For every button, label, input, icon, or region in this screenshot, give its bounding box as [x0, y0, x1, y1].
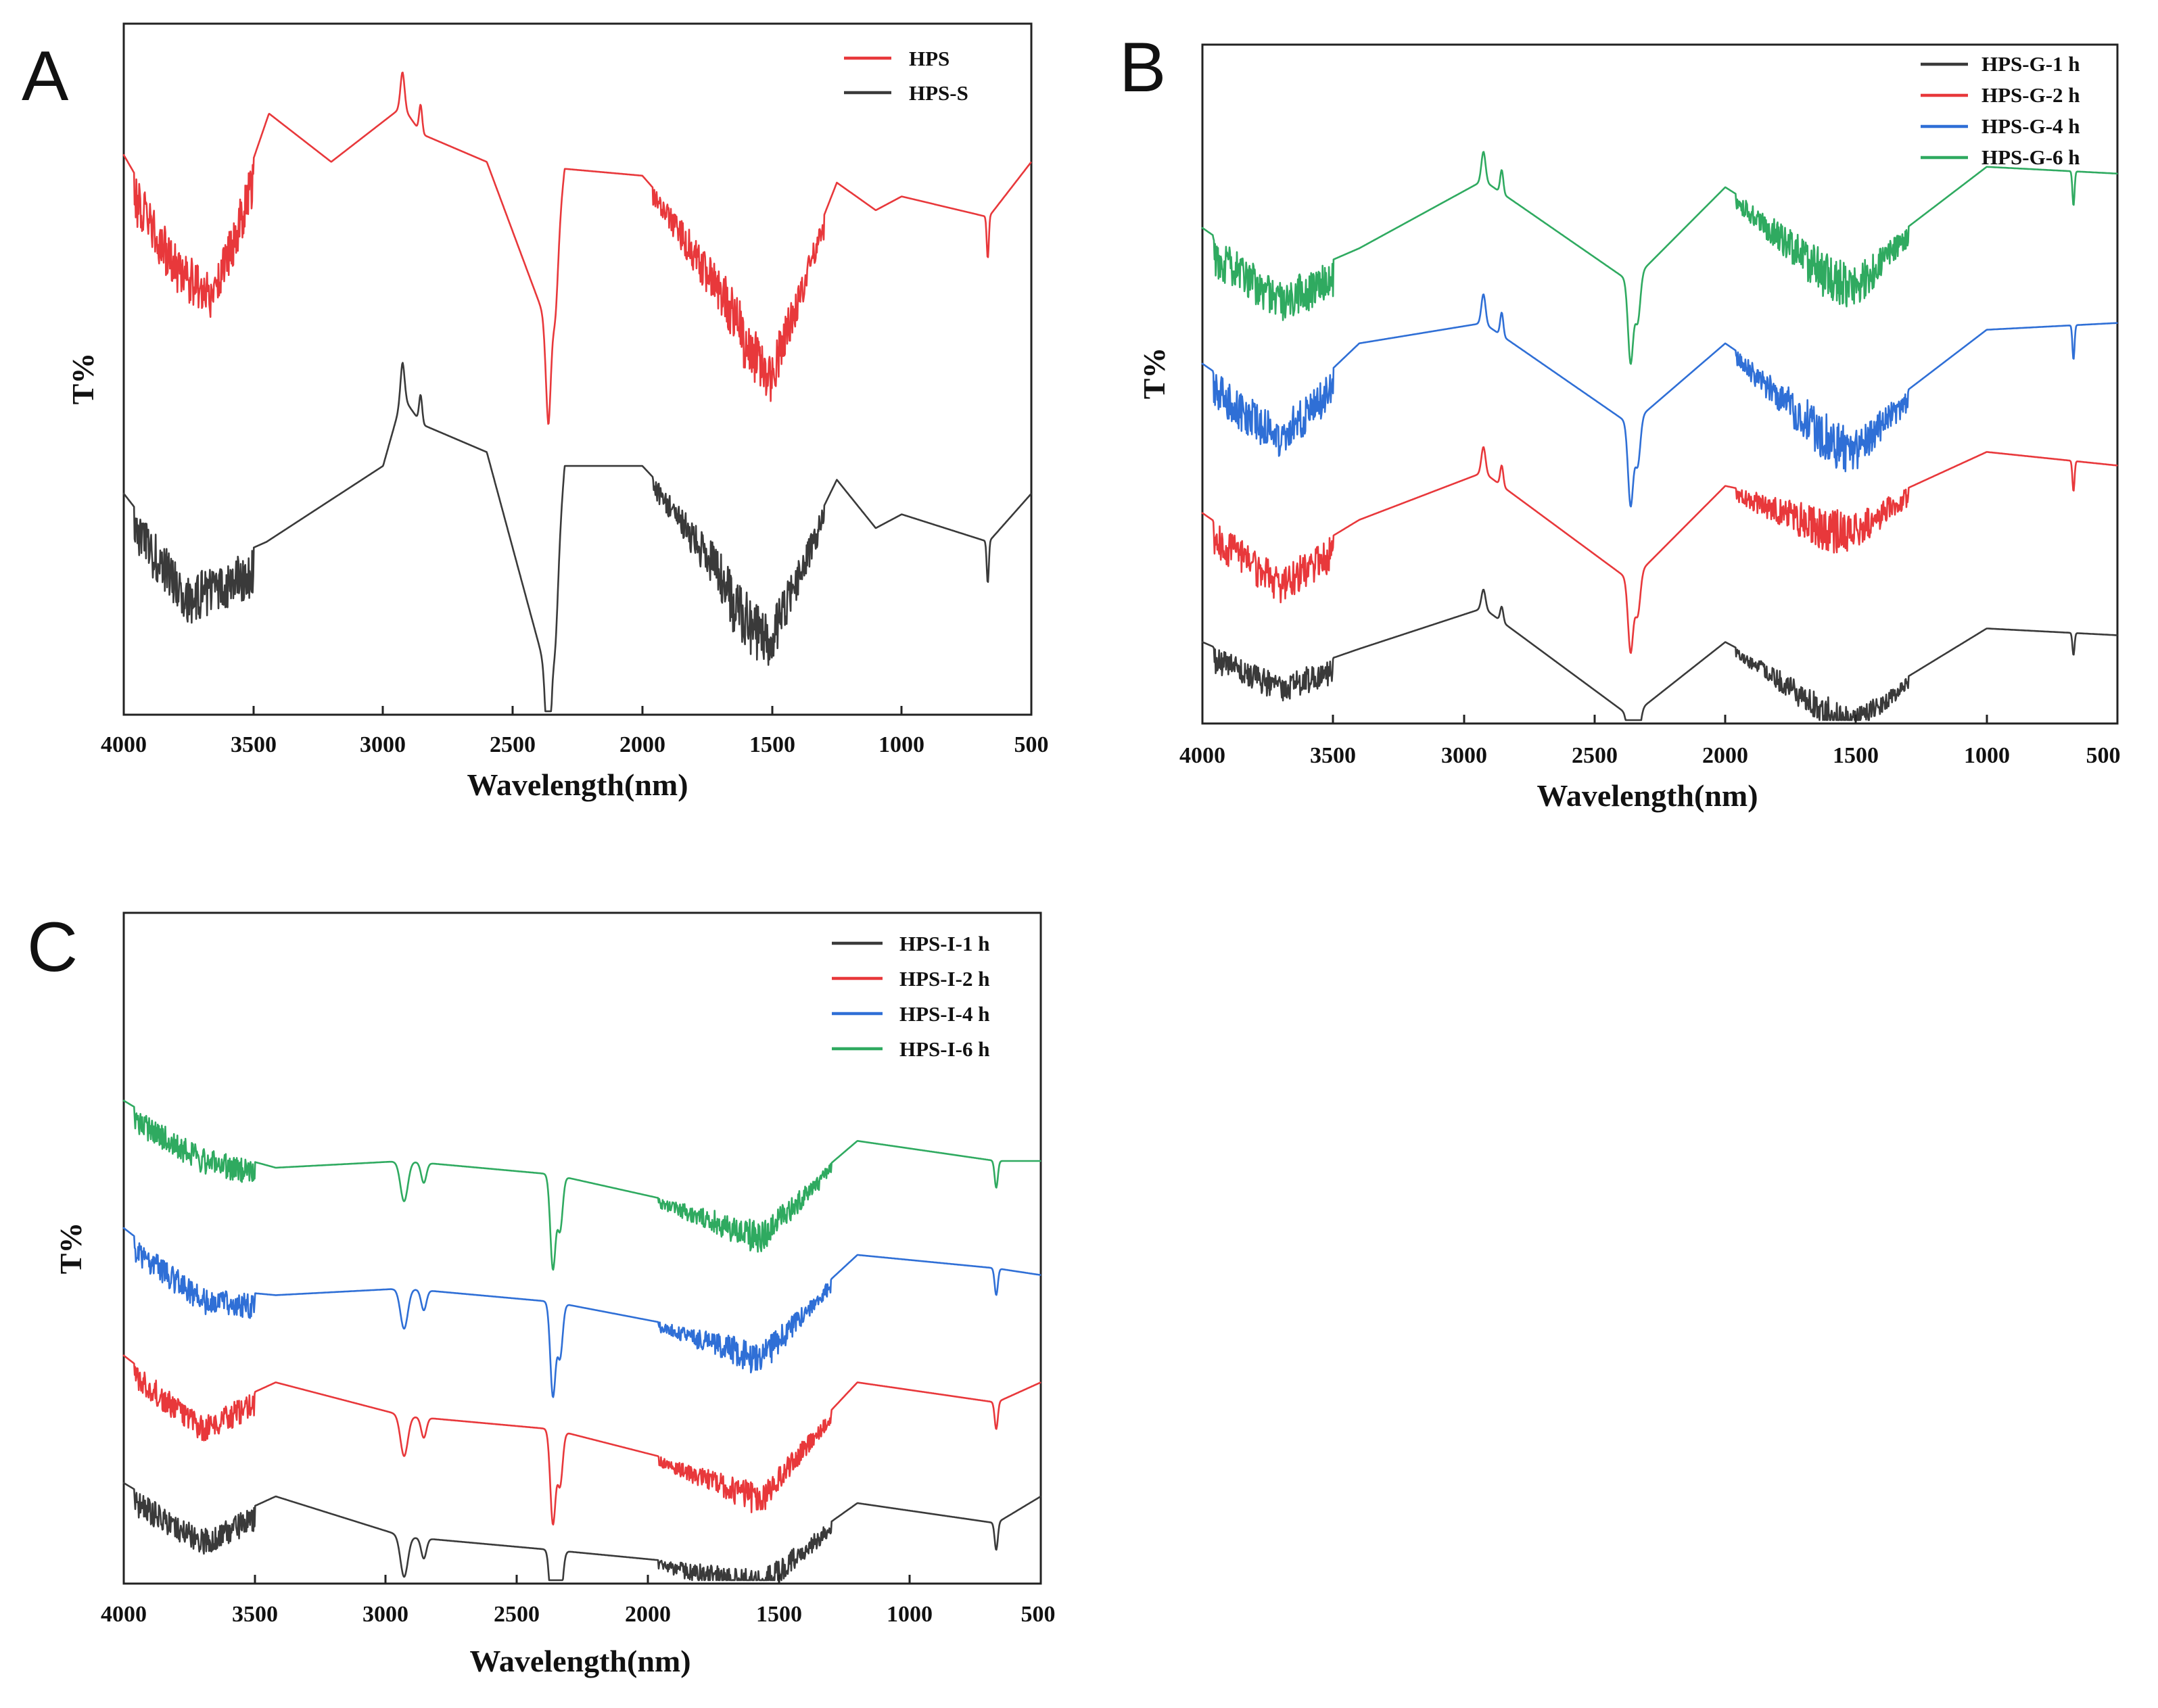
panel-a-tick-label: 1500 [749, 732, 795, 757]
panel-b-x-ticks [1201, 715, 2119, 723]
panel-a-series-layer [122, 71, 1032, 713]
legend-label-hps-i-1h: HPS-I-1 h [899, 932, 990, 955]
panel-a-x-ticks [122, 706, 1033, 715]
panel-a-tick-label: 3000 [360, 732, 406, 757]
panel-b-x-tick-labels: 4000 3500 3000 2500 2000 1500 1000 500 [1179, 743, 2121, 768]
panel-b-tick-label: 500 [2086, 743, 2121, 768]
legend-label-hps: HPS [909, 47, 949, 70]
panel-c-legend: HPS-I-1 h HPS-I-2 h HPS-I-4 h HPS-I-6 h [832, 932, 990, 1061]
series-line-hps-i-4-h [122, 1227, 1041, 1398]
legend-label-hps-s: HPS-S [909, 81, 968, 105]
panel-c-tick-label: 500 [1021, 1602, 1056, 1627]
panel-c-tick-label: 1000 [887, 1602, 933, 1627]
panel-b-tick-label: 3500 [1310, 743, 1356, 768]
series-line-hps [122, 71, 1032, 425]
panel-b-tick-label: 2500 [1572, 743, 1618, 768]
series-line-hps-g-4-h [1201, 293, 2118, 508]
panel-b-tick-label: 1500 [1833, 743, 1879, 768]
series-line-hps-i-2-h [122, 1354, 1041, 1526]
legend-label-hps-i-6h: HPS-I-6 h [899, 1037, 990, 1061]
series-line-hps-i-6-h [122, 1099, 1041, 1271]
panel-b-plot-frame [1201, 43, 2119, 725]
panel-a-letter: A [22, 37, 69, 116]
panel-c-tick-label: 1500 [756, 1602, 802, 1627]
panel-c-x-axis-title: Wavelength(nm) [469, 1644, 690, 1678]
panel-a-legend: HPS HPS-S [844, 47, 968, 105]
panel-c-y-axis-title: T% [53, 1223, 88, 1275]
legend-label-hps-g-2h: HPS-G-2 h [1981, 83, 2080, 107]
panel-a-plot-frame [122, 22, 1033, 716]
panel-a-tick-label: 1000 [878, 732, 924, 757]
series-line-hps-g-6-h [1201, 151, 2118, 365]
legend-label-hps-i-4h: HPS-I-4 h [899, 1002, 990, 1026]
panel-b: B 4000 3500 3000 2500 2000 1500 1000 500… [1119, 28, 2121, 813]
panel-a-tick-label: 500 [1014, 732, 1049, 757]
panel-c-plot-frame [122, 911, 1042, 1585]
panel-b-tick-label: 4000 [1179, 743, 1225, 768]
series-line-hps-g-2-h [1201, 446, 2118, 654]
panel-c-series-layer [122, 1099, 1041, 1582]
panel-c-tick-label: 4000 [101, 1602, 147, 1627]
panel-b-tick-label: 2000 [1702, 743, 1748, 768]
panel-a-tick-label: 2500 [490, 732, 536, 757]
panel-a-tick-label: 3500 [231, 732, 277, 757]
panel-c-tick-label: 2500 [494, 1602, 540, 1627]
panel-a-y-axis-title: T% [66, 353, 100, 405]
panel-b-x-axis-title: Wavelength(nm) [1537, 778, 1758, 813]
series-line-hps-i-1-h [122, 1481, 1041, 1582]
legend-label-hps-i-2h: HPS-I-2 h [899, 967, 990, 991]
panel-b-y-axis-title: T% [1137, 348, 1171, 400]
panel-a-x-tick-labels: 4000 3500 3000 2500 2000 1500 1000 500 [101, 732, 1049, 757]
legend-label-hps-g-4h: HPS-G-4 h [1981, 114, 2080, 138]
panel-c-tick-label: 2000 [625, 1602, 671, 1627]
panel-c-letter: C [27, 908, 78, 987]
panel-a-tick-label: 2000 [619, 732, 665, 757]
legend-label-hps-g-6h: HPS-G-6 h [1981, 145, 2080, 169]
panel-b-series-layer [1201, 151, 2118, 721]
panel-c-x-tick-labels: 4000 3500 3000 2500 2000 1500 1000 500 [101, 1602, 1056, 1627]
panel-c: C 4000 3500 3000 2500 2000 1500 1000 500… [27, 908, 1056, 1678]
panel-a-tick-label: 4000 [101, 732, 147, 757]
panel-c-tick-label: 3000 [362, 1602, 408, 1627]
panel-b-tick-label: 3000 [1441, 743, 1487, 768]
panel-b-letter: B [1119, 28, 1166, 107]
panel-a: A 4000 3500 3000 2500 2000 1500 1000 500… [22, 22, 1049, 802]
series-line-hps-g-1-h [1201, 588, 2118, 721]
panel-b-legend: HPS-G-1 h HPS-G-2 h HPS-G-4 h HPS-G-6 h [1921, 52, 2080, 169]
panel-c-tick-label: 3500 [232, 1602, 278, 1627]
panel-b-tick-label: 1000 [1964, 743, 2010, 768]
legend-label-hps-g-1h: HPS-G-1 h [1981, 52, 2080, 76]
panel-c-x-ticks [122, 1575, 1042, 1584]
panel-a-x-axis-title: Wavelength(nm) [467, 767, 688, 802]
series-line-hps-s [122, 362, 1032, 713]
